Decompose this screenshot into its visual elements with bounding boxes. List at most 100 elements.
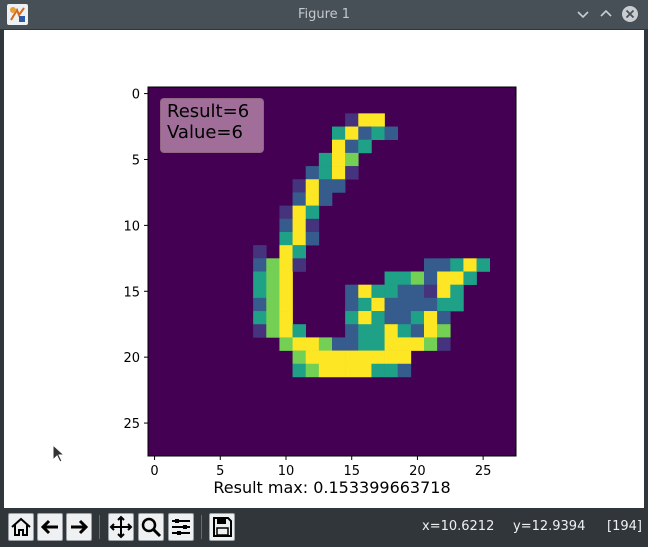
pixel-cell bbox=[345, 324, 359, 338]
pixel-cell bbox=[279, 337, 293, 351]
pixel-cell bbox=[253, 297, 267, 312]
pixel-cell bbox=[266, 297, 280, 312]
pixel-cell bbox=[371, 324, 385, 338]
forward-arrow-icon[interactable] bbox=[66, 513, 92, 541]
pixel-cell bbox=[345, 363, 359, 378]
pixel-cell bbox=[253, 284, 267, 299]
pixel-cell bbox=[397, 350, 412, 365]
pixel-cell bbox=[345, 113, 359, 127]
pixel-cell bbox=[397, 324, 412, 338]
minimize-icon[interactable] bbox=[573, 4, 593, 24]
home-icon[interactable] bbox=[8, 513, 34, 541]
pixel-cell bbox=[345, 139, 359, 154]
pixel-cell bbox=[266, 324, 280, 338]
pixel-cell bbox=[397, 284, 412, 299]
pixel-cell bbox=[371, 337, 385, 351]
pixel-cell bbox=[305, 363, 320, 378]
pixel-cell bbox=[332, 350, 346, 365]
pixel-cell bbox=[345, 350, 359, 365]
pixel-cell bbox=[332, 166, 346, 180]
x-tick-label: 25 bbox=[475, 464, 492, 479]
pixel-cell bbox=[410, 324, 425, 338]
pixel-cell bbox=[305, 218, 320, 233]
pixel-cell bbox=[292, 218, 307, 233]
zoom-icon[interactable] bbox=[138, 513, 164, 541]
configure-subplots-icon[interactable] bbox=[168, 513, 194, 541]
pixel-cell bbox=[397, 271, 412, 285]
pixel-cell bbox=[371, 126, 385, 141]
pixel-cell bbox=[476, 258, 491, 272]
pixel-cell bbox=[437, 337, 451, 351]
pixel-cell bbox=[305, 192, 320, 206]
pan-icon[interactable] bbox=[108, 513, 134, 541]
pixel-cell bbox=[384, 337, 399, 351]
pixel-value-readout: [194] bbox=[607, 519, 642, 534]
toolbar-separator bbox=[99, 515, 100, 539]
pixel-cell bbox=[410, 297, 425, 312]
pixel-cell bbox=[266, 271, 280, 285]
pixel-cell bbox=[292, 337, 307, 351]
pixel-cell bbox=[279, 324, 293, 338]
pixel-cell bbox=[318, 363, 333, 378]
pixel-cell bbox=[384, 297, 399, 312]
pixel-cell bbox=[253, 258, 267, 272]
pixel-cell bbox=[305, 205, 320, 220]
pixel-cell bbox=[371, 363, 385, 378]
pixel-cell bbox=[384, 126, 399, 141]
pixel-cell bbox=[318, 152, 333, 167]
axes-frame bbox=[147, 86, 517, 457]
pixel-cell bbox=[463, 271, 477, 285]
pixel-cell bbox=[305, 350, 320, 365]
pixel-cell bbox=[318, 337, 333, 351]
pixel-cell bbox=[279, 311, 293, 325]
pixel-cell bbox=[371, 113, 385, 127]
pixel-cell bbox=[345, 126, 359, 141]
pixel-cell bbox=[292, 179, 307, 193]
pixel-cell bbox=[318, 179, 333, 193]
maximize-icon[interactable] bbox=[596, 4, 616, 24]
pixel-cell bbox=[424, 284, 438, 299]
pixel-cell bbox=[332, 126, 346, 141]
pixel-cell bbox=[450, 258, 464, 272]
pixel-cell bbox=[345, 166, 359, 180]
pixel-cell bbox=[358, 126, 372, 141]
pixel-cell bbox=[279, 271, 293, 285]
pixel-cell bbox=[318, 192, 333, 206]
pixel-cell bbox=[318, 350, 333, 365]
pixel-cell bbox=[253, 271, 267, 285]
pixel-cell bbox=[332, 363, 346, 378]
pixel-cell bbox=[279, 205, 293, 220]
pixel-cell bbox=[305, 337, 320, 351]
pixel-cell bbox=[437, 311, 451, 325]
pixel-cell bbox=[345, 311, 359, 325]
pixel-cell bbox=[397, 311, 412, 325]
back-arrow-icon[interactable] bbox=[37, 513, 63, 541]
pixel-cell bbox=[279, 258, 293, 272]
y-tick-label: 15 bbox=[123, 285, 140, 300]
image-plot[interactable]: 0 5 10 15 20 25 0 5 10 15 20 25 bbox=[4, 30, 644, 508]
pixel-cell bbox=[424, 271, 438, 285]
pixel-cell bbox=[358, 297, 372, 312]
close-icon[interactable] bbox=[620, 4, 640, 24]
x-tick-label: 10 bbox=[278, 464, 295, 479]
pixel-cell bbox=[410, 271, 425, 285]
pixel-cell bbox=[424, 337, 438, 351]
pixel-cell bbox=[292, 245, 307, 259]
pixel-cell bbox=[384, 363, 399, 378]
y-tick-label: 5 bbox=[132, 153, 140, 168]
figure-canvas[interactable]: 0 5 10 15 20 25 0 5 10 15 20 25 Result=6 Value=6 bbox=[4, 30, 644, 508]
x-tick-label: 5 bbox=[216, 464, 224, 479]
save-icon[interactable] bbox=[209, 513, 235, 541]
pixel-cell bbox=[424, 324, 438, 338]
pixel-cell bbox=[358, 284, 372, 299]
pixel-cell bbox=[318, 166, 333, 180]
pixel-cell bbox=[279, 231, 293, 246]
pixel-cell bbox=[345, 297, 359, 312]
pixel-cell bbox=[279, 284, 293, 299]
pixel-cell bbox=[292, 363, 307, 378]
pixel-cell bbox=[345, 337, 359, 351]
pixel-cell bbox=[292, 324, 307, 338]
toolbar-separator bbox=[201, 515, 202, 539]
pixel-cell bbox=[450, 271, 464, 285]
result-text: Result=6 bbox=[167, 101, 250, 122]
